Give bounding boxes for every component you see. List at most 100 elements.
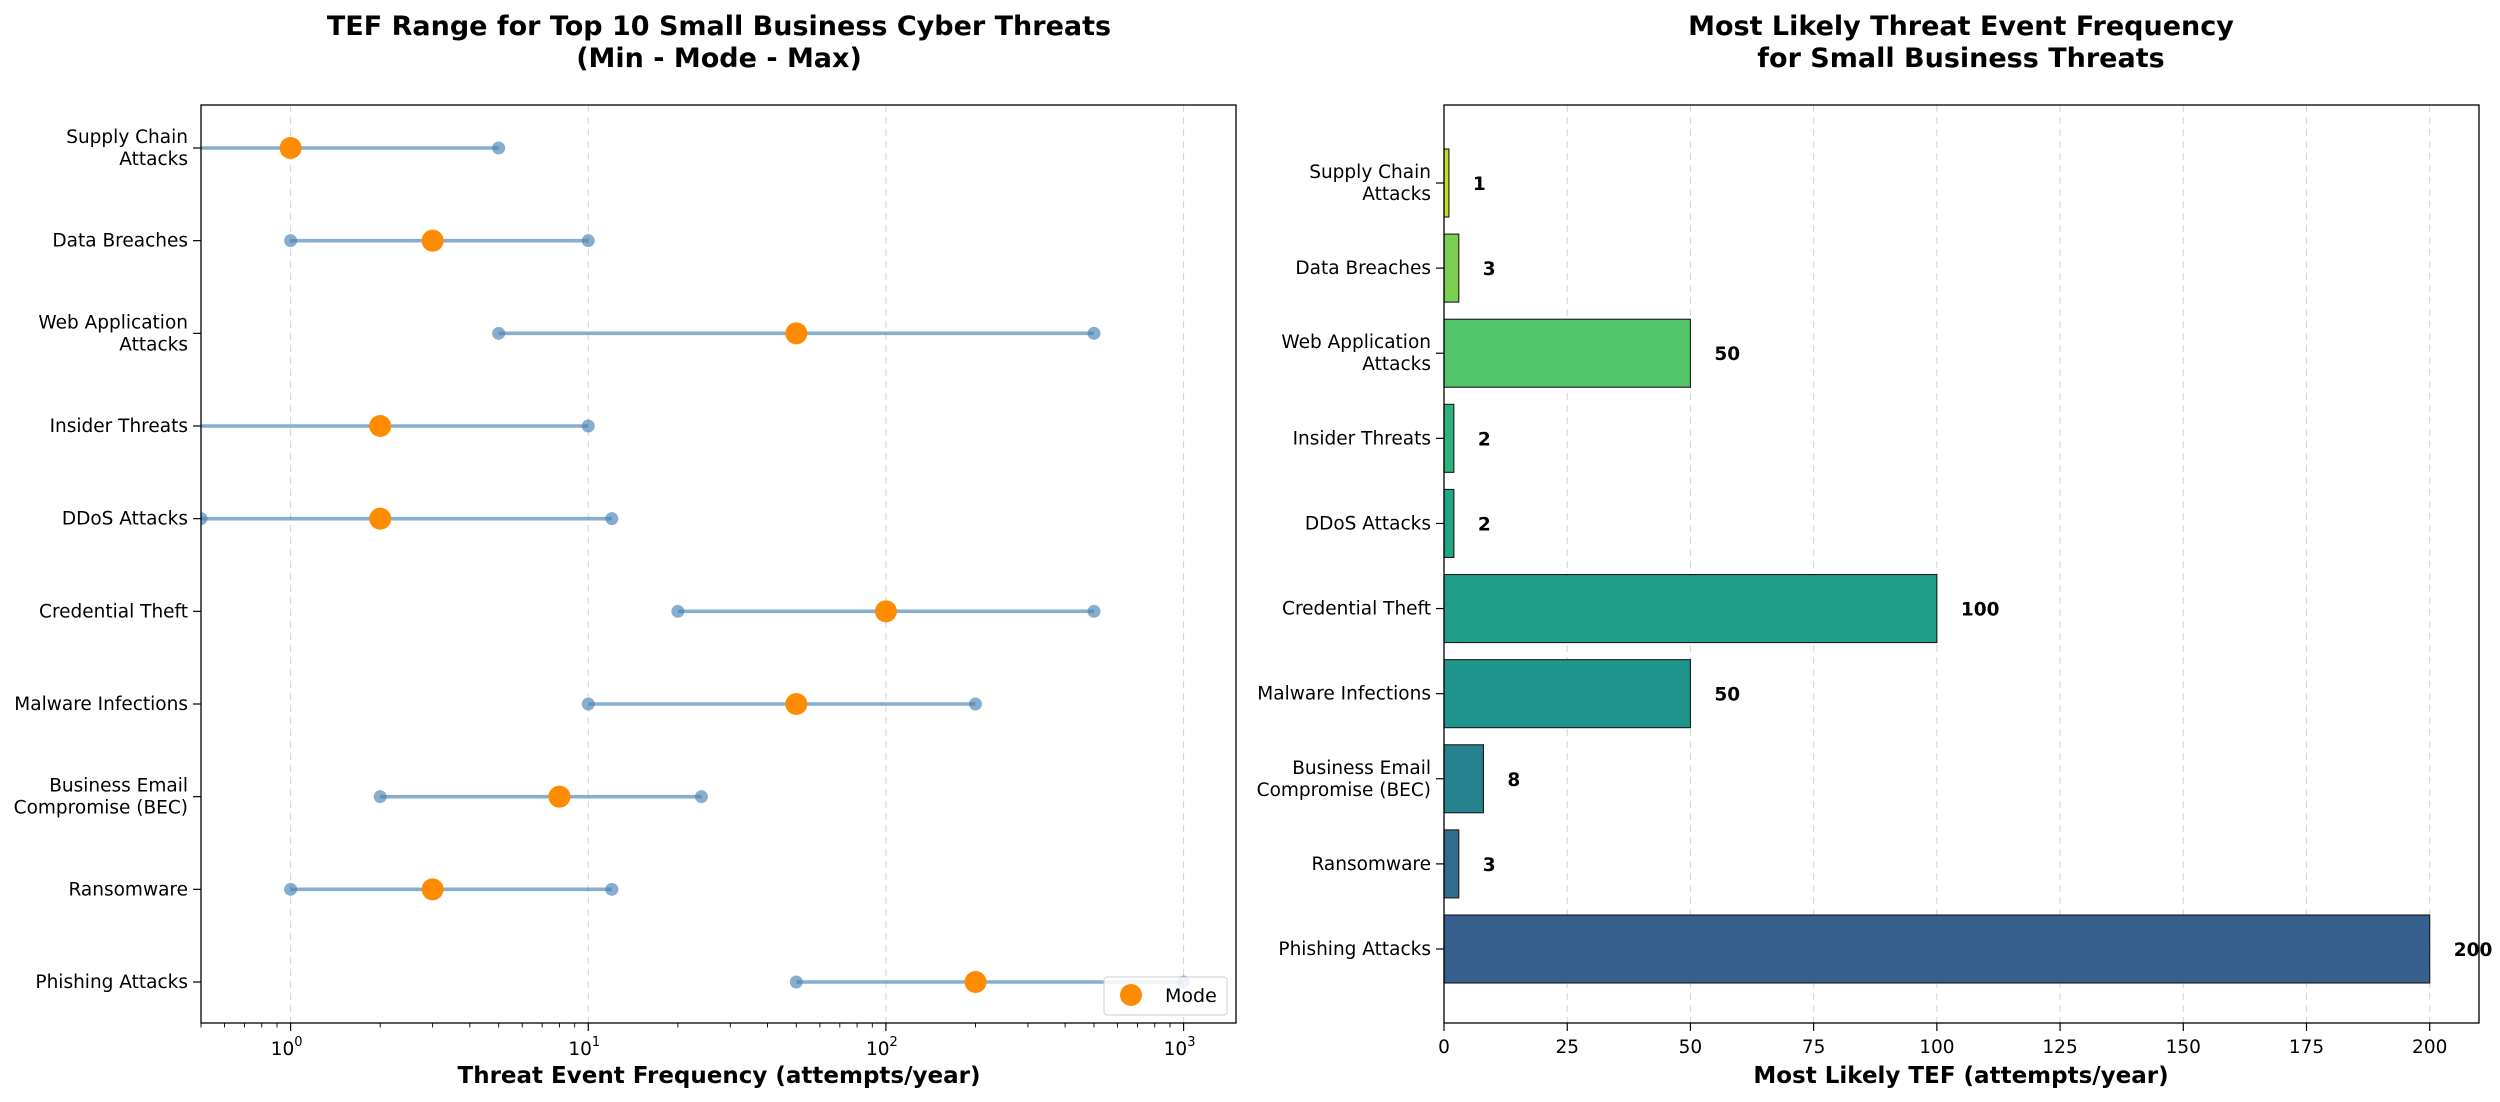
right-x-tick-label: 175 <box>2289 1037 2324 1058</box>
left-y-label-insider-threats: Insider Threats <box>50 416 188 437</box>
right-y-label-supply-chain-attacks: Attacks <box>1362 184 1431 205</box>
mode-marker-ransomware <box>421 878 444 901</box>
mode-marker-supply-chain-attacks <box>279 137 302 159</box>
min-marker-web-application-attacks <box>492 326 506 340</box>
value-label-supply-chain-attacks: 1 <box>1473 174 1486 195</box>
mode-marker-credential-theft <box>874 600 897 623</box>
left-y-label-business-email-compromise-bec: Compromise (BEC) <box>14 798 188 819</box>
min-marker-credential-theft <box>671 604 685 618</box>
mode-marker-ddos-attacks <box>369 507 392 530</box>
right-x-tick-label: 100 <box>1919 1037 1954 1058</box>
left-x-axis-label: Threat Event Frequency (attempts/year) <box>458 1063 981 1089</box>
mode-marker-business-email-compromise-bec <box>548 785 571 808</box>
mode-marker-insider-threats <box>369 415 392 437</box>
value-label-data-breaches: 3 <box>1483 259 1496 280</box>
max-marker-data-breaches <box>581 234 595 248</box>
right-y-label-ddos-attacks: DDoS Attacks <box>1305 513 1431 534</box>
right-x-axis-label: Most Likely TEF (attempts/year) <box>1753 1063 2168 1089</box>
right-x-tick-label: 200 <box>2412 1037 2447 1058</box>
legend-mode-label: Mode <box>1165 985 1217 1007</box>
max-marker-ddos-attacks <box>605 512 619 526</box>
right-chart-title-line1: Most Likely Threat Event Frequency <box>1688 11 2234 42</box>
right-x-tick-label: 25 <box>1555 1037 1579 1058</box>
mode-marker-malware-infections <box>785 693 808 715</box>
value-label-phishing-attacks: 200 <box>2454 940 2493 961</box>
bar-web-application-attacks <box>1443 318 1691 388</box>
legend-mode-marker <box>1120 984 1142 1006</box>
right-y-label-data-breaches: Data Breaches <box>1295 258 1431 279</box>
value-label-ddos-attacks: 2 <box>1478 514 1491 535</box>
right-y-label-business-email-compromise-bec: Compromise (BEC) <box>1257 780 1431 801</box>
mode-marker-phishing-attacks <box>964 971 987 993</box>
max-marker-credential-theft <box>1087 604 1101 618</box>
min-marker-data-breaches <box>284 234 298 248</box>
right-y-label-malware-infections: Malware Infections <box>1257 684 1431 705</box>
left-chart-title-line2: (Min - Mode - Max) <box>576 43 862 74</box>
right-y-label-web-application-attacks: Attacks <box>1362 354 1431 375</box>
bar-business-email-compromise-bec <box>1443 744 1484 814</box>
left-y-label-data-breaches: Data Breaches <box>52 231 188 252</box>
bar-ransomware <box>1443 829 1460 899</box>
bar-credential-theft <box>1443 574 1938 644</box>
mode-marker-data-breaches <box>421 229 444 252</box>
right-x-tick-label: 75 <box>1802 1037 1826 1058</box>
right-x-tick-label: 125 <box>2042 1037 2077 1058</box>
left-chart-title-line1: TEF Range for Top 10 Small Business Cybe… <box>327 11 1111 42</box>
bar-supply-chain-attacks <box>1443 148 1450 218</box>
value-label-web-application-attacks: 50 <box>1714 344 1740 365</box>
left-y-label-supply-chain-attacks: Supply Chain <box>66 127 188 148</box>
right-x-tick-label: 50 <box>1679 1037 1703 1058</box>
right-y-label-phishing-attacks: Phishing Attacks <box>1278 939 1431 960</box>
right-y-label-credential-theft: Credential Theft <box>1282 599 1431 620</box>
max-marker-business-email-compromise-bec <box>694 790 708 804</box>
min-marker-phishing-attacks <box>789 975 803 989</box>
right-y-label-insider-threats: Insider Threats <box>1293 428 1431 449</box>
left-y-label-ddos-attacks: DDoS Attacks <box>62 509 188 530</box>
right-chart-title-line2: for Small Business Threats <box>1757 43 2164 74</box>
bar-malware-infections <box>1443 659 1691 729</box>
right-plot-frame <box>1443 104 2480 1024</box>
right-y-label-business-email-compromise-bec: Business Email <box>1292 758 1431 779</box>
min-marker-ddos-attacks <box>201 512 208 526</box>
left-y-label-malware-infections: Malware Infections <box>14 694 188 715</box>
min-marker-malware-infections <box>581 697 595 711</box>
max-marker-insider-threats <box>581 419 595 433</box>
left-y-label-web-application-attacks: Web Application <box>38 312 188 333</box>
value-label-insider-threats: 2 <box>1478 429 1491 450</box>
left-x-tick-label: 100 <box>271 1035 303 1060</box>
min-marker-ransomware <box>284 882 298 896</box>
max-marker-malware-infections <box>969 697 983 711</box>
right-x-tick-label: 150 <box>2166 1037 2201 1058</box>
most-likely-tef-chart: Most Likely Threat Event Frequency for S… <box>1257 11 2493 1089</box>
bar-ddos-attacks <box>1443 488 1455 558</box>
right-y-label-web-application-attacks: Web Application <box>1281 332 1431 353</box>
mode-marker-web-application-attacks <box>785 322 808 345</box>
right-y-label-supply-chain-attacks: Supply Chain <box>1309 162 1431 183</box>
right-y-label-ransomware: Ransomware <box>1311 854 1431 875</box>
bar-insider-threats <box>1443 403 1455 473</box>
left-x-tick-label: 101 <box>568 1035 600 1060</box>
tef-range-chart: TEF Range for Top 10 Small Business Cybe… <box>14 11 1237 1089</box>
max-marker-web-application-attacks <box>1087 326 1101 340</box>
left-y-label-web-application-attacks: Attacks <box>119 334 188 355</box>
left-y-label-ransomware: Ransomware <box>68 879 188 900</box>
left-y-label-phishing-attacks: Phishing Attacks <box>35 972 188 993</box>
max-marker-supply-chain-attacks <box>492 141 506 155</box>
bar-phishing-attacks <box>1443 914 2431 984</box>
min-marker-business-email-compromise-bec <box>373 790 387 804</box>
value-label-malware-infections: 50 <box>1714 685 1740 706</box>
left-y-label-credential-theft: Credential Theft <box>39 601 188 622</box>
left-x-tick-label: 102 <box>866 1035 898 1060</box>
max-marker-ransomware <box>605 882 619 896</box>
value-label-ransomware: 3 <box>1483 855 1496 876</box>
bar-data-breaches <box>1443 233 1460 303</box>
left-plot-frame <box>200 104 1237 1024</box>
left-x-tick-label: 103 <box>1164 1035 1196 1060</box>
value-label-business-email-compromise-bec: 8 <box>1507 770 1520 791</box>
legend: Mode <box>1103 976 1228 1016</box>
left-y-label-supply-chain-attacks: Attacks <box>119 149 188 170</box>
value-label-credential-theft: 100 <box>1961 600 2000 621</box>
left-y-label-business-email-compromise-bec: Business Email <box>49 776 188 797</box>
right-x-tick-label: 0 <box>1438 1037 1450 1058</box>
